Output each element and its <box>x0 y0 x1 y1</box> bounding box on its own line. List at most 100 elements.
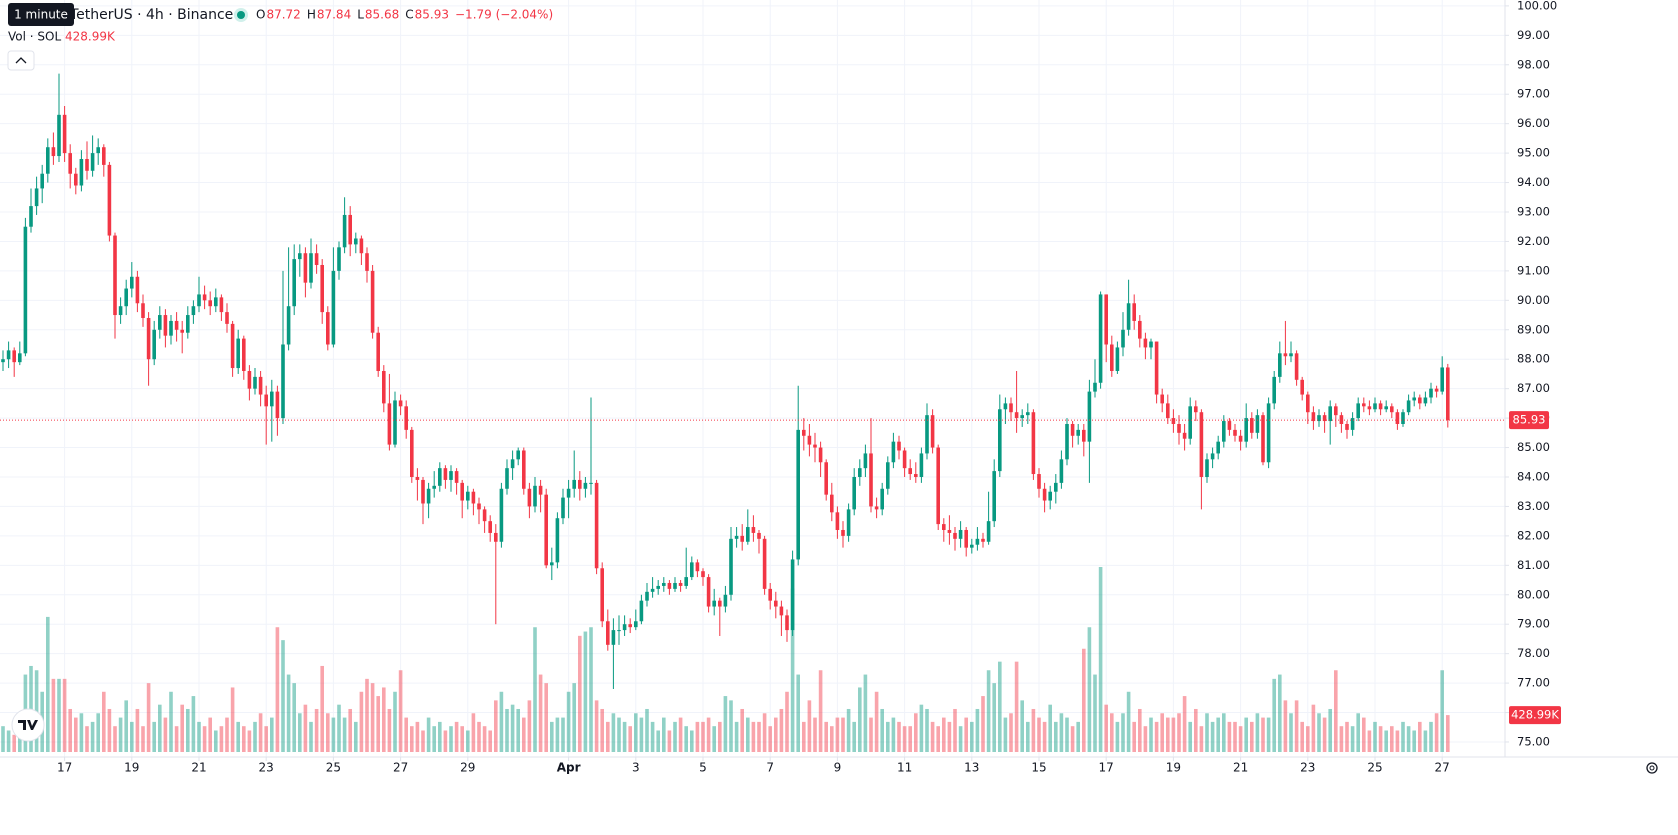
volume-bar <box>62 678 67 752</box>
volume-bar <box>1322 717 1327 752</box>
x-tick-label: Apr <box>557 761 581 775</box>
candle-body <box>292 259 296 307</box>
volume-bar <box>1104 704 1108 752</box>
candle-body <box>1160 394 1164 404</box>
volume-bar <box>902 726 907 752</box>
candle-body <box>1345 423 1349 430</box>
candle-body <box>1087 391 1092 442</box>
volume-bar <box>499 691 504 752</box>
volume-bar <box>488 730 492 752</box>
candle-body <box>566 488 571 498</box>
candle-body <box>818 447 823 463</box>
volume-bar <box>975 708 980 752</box>
volume-bar <box>387 708 392 752</box>
ohlc-label: H <box>307 8 316 22</box>
volume-bar <box>746 717 750 752</box>
volume-bar <box>1065 717 1069 752</box>
candle-body <box>779 606 784 616</box>
candle-body <box>1440 367 1444 392</box>
volume-bar <box>1306 726 1310 752</box>
volume-bar <box>1440 670 1444 752</box>
collapse-button[interactable] <box>7 50 35 71</box>
volume-bar <box>790 588 795 752</box>
candle-body <box>886 462 890 489</box>
candle-body <box>1205 459 1209 477</box>
candle-body <box>1048 491 1052 501</box>
candle-body <box>953 532 957 539</box>
candle-body <box>1373 403 1377 410</box>
volume-bar <box>174 726 179 752</box>
volume-bar <box>477 721 481 752</box>
candle-body <box>398 400 403 407</box>
volume-bar <box>830 726 834 752</box>
candle-body <box>51 147 56 157</box>
volume-bar <box>449 726 453 752</box>
volume-bar <box>740 708 744 752</box>
x-tick-label: 27 <box>1435 761 1450 775</box>
candle-body <box>678 582 683 586</box>
volume-bar <box>219 726 224 752</box>
volume-bar <box>163 717 168 752</box>
y-tick-label: 94.00 <box>1517 175 1550 189</box>
volume-bar <box>802 721 806 752</box>
volume-bar <box>1160 713 1164 752</box>
volume-bar <box>191 696 196 752</box>
candle-body <box>1255 415 1260 433</box>
candle-body <box>264 394 268 407</box>
volume-bar <box>936 726 940 752</box>
volume-bar <box>365 678 369 752</box>
candle-body <box>1412 397 1416 401</box>
candle-body <box>1350 418 1355 430</box>
x-tick-label: 29 <box>460 761 475 775</box>
candle-body <box>135 276 140 304</box>
volume-bar <box>992 683 996 752</box>
volume-bar <box>1205 713 1209 752</box>
candle-body <box>768 588 772 601</box>
candle-body <box>404 406 408 430</box>
tooltip-box <box>8 3 74 26</box>
candle-body <box>102 147 106 165</box>
candle-body <box>29 206 33 227</box>
candle-body <box>600 568 604 622</box>
candle-body <box>1104 294 1108 345</box>
candle-body <box>914 474 918 477</box>
volume-bar <box>438 721 442 752</box>
volume-bar <box>113 726 117 752</box>
candle-body <box>706 577 711 607</box>
volume-bar <box>516 708 520 752</box>
volume-bar <box>1373 721 1377 752</box>
volume-title: Vol · SOL <box>8 30 61 44</box>
volume-bar <box>309 721 313 752</box>
settings-icon[interactable] <box>1646 762 1658 774</box>
candle-body <box>527 488 532 507</box>
volume-bar <box>1009 713 1013 752</box>
candle-body <box>634 621 638 628</box>
candle-body <box>1233 429 1237 436</box>
volume-bar <box>841 717 845 752</box>
candle-body <box>214 297 218 307</box>
y-tick-label: 90.00 <box>1517 293 1550 307</box>
volume-bar <box>1003 717 1008 752</box>
y-tick-label: 88.00 <box>1517 352 1550 366</box>
volume-bar <box>57 678 61 752</box>
candle-body <box>1003 403 1008 410</box>
volume-bar <box>12 734 16 752</box>
candle-body <box>869 453 873 507</box>
volume-bar <box>208 717 212 752</box>
candle-body <box>746 527 750 542</box>
volume-bar <box>628 726 632 752</box>
volume-bar <box>762 713 767 752</box>
candle-body <box>242 338 246 371</box>
volume-bar <box>454 721 459 752</box>
candle-body <box>270 391 274 407</box>
volume-bar <box>964 717 968 752</box>
candle-body <box>1199 412 1204 477</box>
volume-bar <box>466 730 470 752</box>
volume-bar <box>947 721 952 752</box>
y-tick-label: 75.00 <box>1517 734 1550 748</box>
candle-body <box>1059 459 1064 483</box>
grid <box>0 0 1505 757</box>
volume-bar <box>348 708 352 752</box>
y-tick-label: 93.00 <box>1517 204 1550 218</box>
x-tick-label: 19 <box>124 761 139 775</box>
